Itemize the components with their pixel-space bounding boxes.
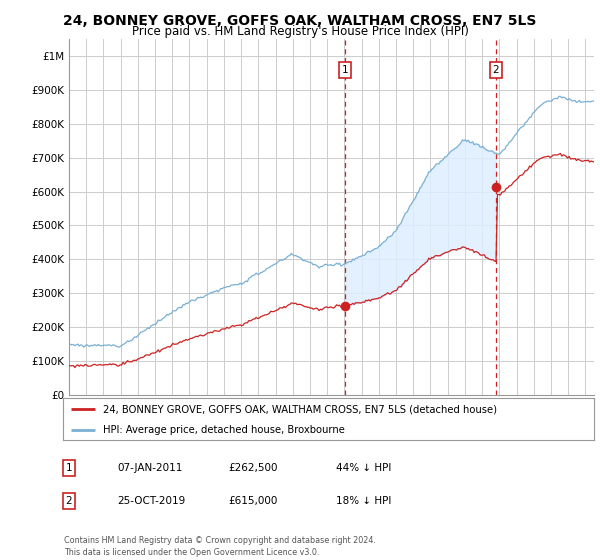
Text: HPI: Average price, detached house, Broxbourne: HPI: Average price, detached house, Brox… — [103, 426, 344, 435]
Text: 1: 1 — [65, 463, 73, 473]
Text: £262,500: £262,500 — [228, 463, 277, 473]
Text: £615,000: £615,000 — [228, 496, 277, 506]
Text: 25-OCT-2019: 25-OCT-2019 — [117, 496, 185, 506]
Text: 18% ↓ HPI: 18% ↓ HPI — [336, 496, 391, 506]
Text: 1: 1 — [341, 65, 348, 74]
Text: 44% ↓ HPI: 44% ↓ HPI — [336, 463, 391, 473]
Text: 2: 2 — [493, 65, 499, 74]
Text: 24, BONNEY GROVE, GOFFS OAK, WALTHAM CROSS, EN7 5LS: 24, BONNEY GROVE, GOFFS OAK, WALTHAM CRO… — [64, 14, 536, 28]
Text: Price paid vs. HM Land Registry's House Price Index (HPI): Price paid vs. HM Land Registry's House … — [131, 25, 469, 38]
Text: 07-JAN-2011: 07-JAN-2011 — [117, 463, 182, 473]
Text: 24, BONNEY GROVE, GOFFS OAK, WALTHAM CROSS, EN7 5LS (detached house): 24, BONNEY GROVE, GOFFS OAK, WALTHAM CRO… — [103, 404, 497, 414]
Text: 2: 2 — [65, 496, 73, 506]
Text: Contains HM Land Registry data © Crown copyright and database right 2024.
This d: Contains HM Land Registry data © Crown c… — [64, 536, 376, 557]
